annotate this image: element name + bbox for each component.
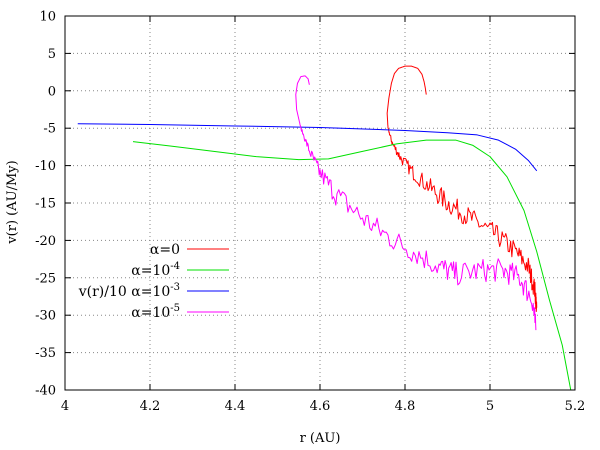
legend-label-base: v(r)/10 α=10	[78, 284, 171, 300]
legend-label-sup: -3	[170, 282, 180, 293]
y-tick-label: -5	[43, 122, 56, 137]
x-axis-label: r (AU)	[300, 431, 341, 446]
y-axis-label: v(r) (AU/My)	[5, 160, 20, 244]
x-tick-label: 4.8	[395, 399, 416, 414]
legend-label-0: α=0	[150, 242, 180, 258]
series-line-1	[132, 139, 572, 391]
series-layer	[77, 65, 572, 391]
legend-label-base: α=0	[150, 242, 180, 258]
y-tick-label: -25	[35, 271, 56, 286]
x-tick-label: 5	[486, 399, 494, 414]
y-tick-label: -15	[35, 197, 56, 212]
legend-label-base: α=10	[131, 305, 170, 321]
legend-label-base: α=10	[131, 263, 170, 279]
series-line-2	[77, 123, 538, 172]
x-tick-label: 4	[61, 399, 69, 414]
ticks: 4 4.2 4.4 4.6 4.8 5 5.2-40-35-30-25-20-15-10-5…	[35, 10, 585, 415]
legend-label-sup: -5	[170, 303, 180, 314]
y-tick-label: 5	[48, 47, 56, 62]
x-tick-label: 4.4	[225, 399, 246, 414]
grid	[65, 16, 575, 390]
y-tick-label: -30	[35, 309, 56, 324]
x-tick-label: 5.2	[565, 399, 586, 414]
y-tick-label: -40	[35, 384, 56, 399]
y-tick-label: -20	[35, 234, 56, 249]
legend: α=0α=10-4v(r)/10 α=10-3α=10-5	[78, 242, 229, 321]
legend-label-3: α=10-5	[131, 303, 180, 321]
y-tick-label: 10	[39, 10, 56, 25]
series-line-0	[386, 65, 538, 312]
y-tick-label: -35	[35, 346, 56, 361]
y-tick-label: -10	[35, 159, 56, 174]
legend-label-sup: -4	[170, 261, 180, 272]
series-line-3	[295, 75, 537, 331]
y-tick-label: 0	[48, 84, 56, 99]
legend-label-1: α=10-4	[131, 261, 180, 279]
x-tick-label: 4.2	[140, 399, 161, 414]
x-tick-label: 4.6	[310, 399, 331, 414]
legend-label-2: v(r)/10 α=10-3	[78, 282, 180, 300]
